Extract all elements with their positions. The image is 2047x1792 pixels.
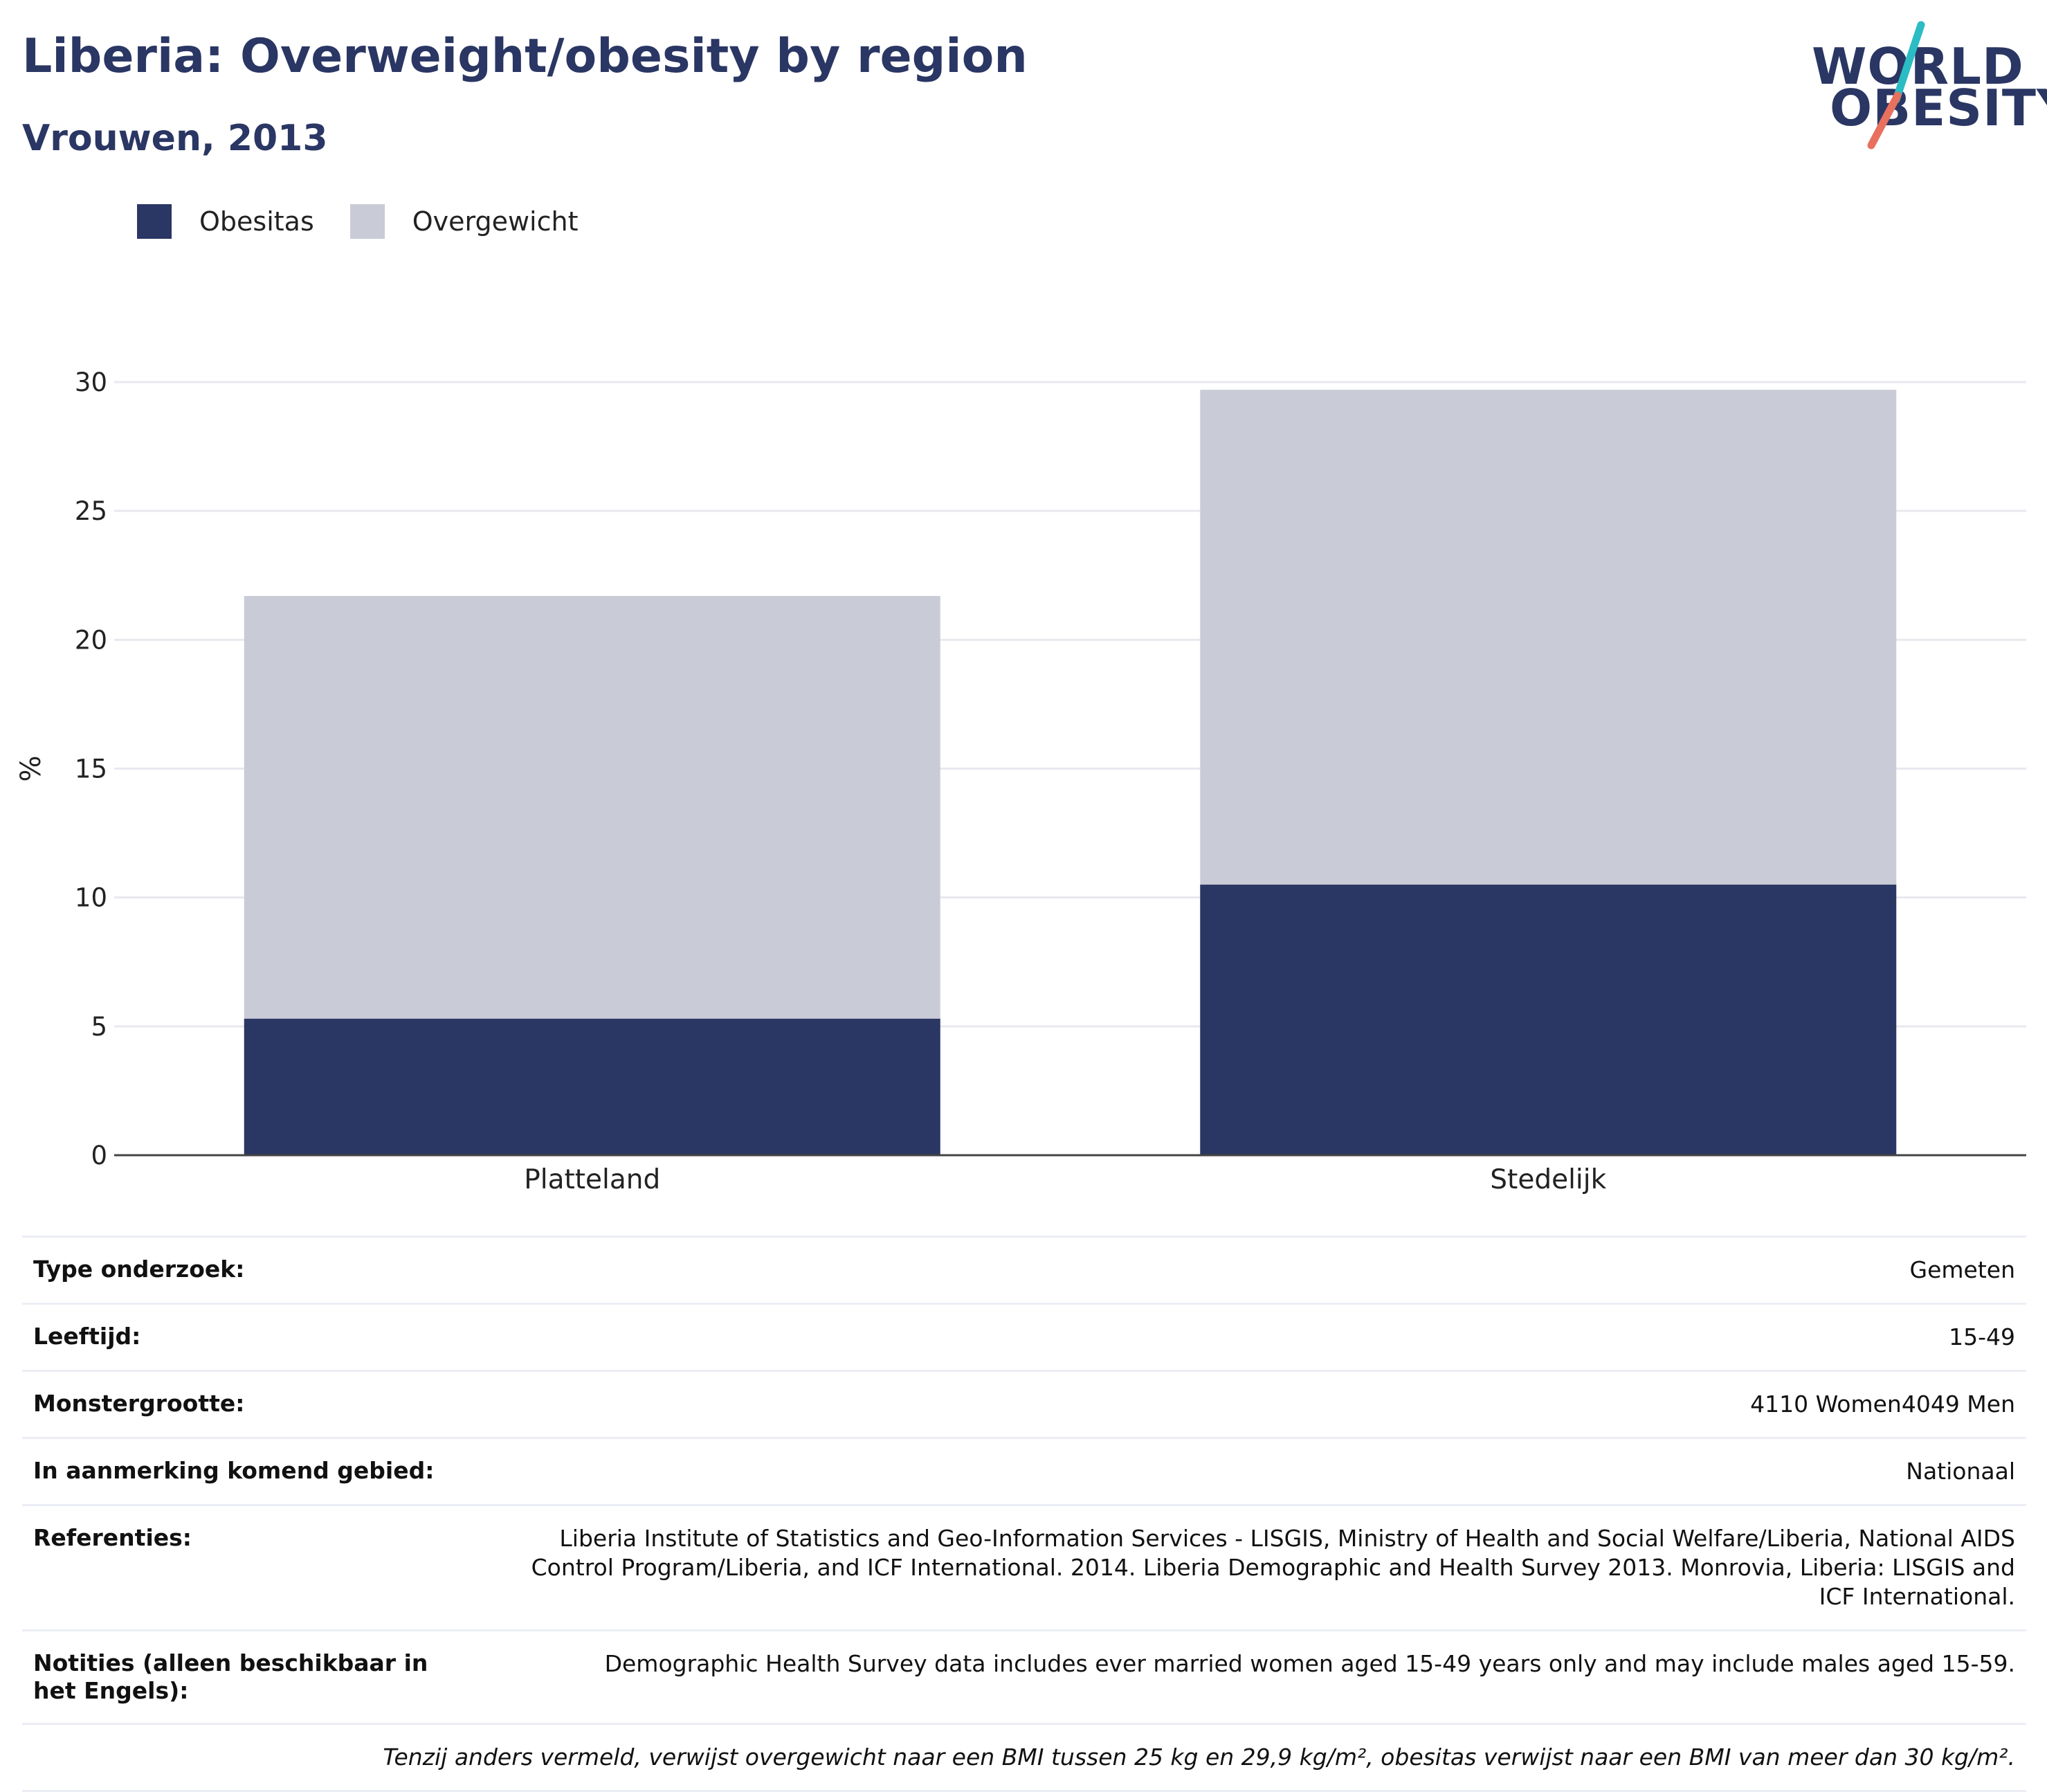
y-tick-label: 30 <box>75 368 107 397</box>
y-tick-label: 0 <box>91 1141 107 1170</box>
info-row: Leeftijd: 15-49 <box>22 1303 2026 1370</box>
info-value: Demographic Health Survey data includes … <box>604 1650 2015 1677</box>
logo-line-1: WORLD <box>1812 37 2024 96</box>
info-key: Notities (alleen beschikbaar in het Enge… <box>33 1649 428 1704</box>
info-key: Leeftijd: <box>33 1323 141 1350</box>
logo-slash-icon <box>1867 21 1925 150</box>
legend-label: Overgewicht <box>412 206 579 237</box>
info-row: In aanmerking komend gebied: Nationaal <box>22 1437 2026 1504</box>
bar-segment <box>1200 885 1897 1155</box>
legend-label: Obesitas <box>199 206 314 237</box>
info-key: In aanmerking komend gebied: <box>33 1457 435 1484</box>
chart-subtitle: Vrouwen, 2013 <box>22 118 328 159</box>
info-value: 15-49 <box>1949 1323 2015 1350</box>
x-tick-label: Stedelijk <box>1490 1164 1606 1195</box>
info-row: Referenties: Liberia Institute of Statis… <box>22 1504 2026 1629</box>
info-value: 4110 Women4049 Men <box>1750 1391 2015 1418</box>
info-value: Nationaal <box>1906 1458 2015 1485</box>
info-row: Monstergrootte: 4110 Women4049 Men <box>22 1370 2026 1437</box>
y-axis-label: % <box>15 755 47 781</box>
legend-swatch <box>137 204 172 239</box>
chart-title: Liberia: Overweight/obesity by region <box>22 29 1028 84</box>
y-tick-label: 20 <box>75 625 107 655</box>
footnote: Tenzij anders vermeld, verwijst overgewi… <box>383 1744 2015 1771</box>
y-tick-label: 10 <box>75 883 107 913</box>
info-key: Referenties: <box>33 1524 192 1551</box>
bar-segment <box>244 1018 940 1155</box>
info-value: Gemeten <box>1909 1256 2015 1283</box>
info-table: Type onderzoek: Gemeten Leeftijd: 15-49 … <box>22 1236 2026 1792</box>
y-tick-label: 15 <box>75 754 107 784</box>
bar-segment <box>244 596 940 1019</box>
y-tick-label: 5 <box>91 1012 107 1042</box>
chart-legend: Obesitas Overgewicht <box>137 204 615 239</box>
x-tick-label: Platteland <box>524 1164 660 1195</box>
info-row: Type onderzoek: Gemeten <box>22 1236 2026 1303</box>
stacked-bar-chart: 0 5 10 15 20 25 30 Platteland Stedelijk% <box>15 368 2026 1195</box>
legend-item-overgewicht[interactable]: Overgewicht <box>349 204 579 239</box>
info-row: Notities (alleen beschikbaar in het Enge… <box>22 1629 2026 1723</box>
world-obesity-logo: WORLD OBESITY <box>1799 14 2047 152</box>
y-tick-label: 25 <box>75 496 107 526</box>
info-key: Type onderzoek: <box>33 1256 245 1283</box>
info-value: Liberia Institute of Statistics and Geo-… <box>531 1525 2015 1610</box>
info-key: Monstergrootte: <box>33 1390 245 1417</box>
footnote-row: Tenzij anders vermeld, verwijst overgewi… <box>22 1723 2026 1792</box>
logo-line-2: OBESITY <box>1830 79 2047 137</box>
legend-swatch <box>349 204 385 239</box>
bar-segment <box>1200 390 1897 885</box>
legend-item-obesitas[interactable]: Obesitas <box>137 204 314 239</box>
